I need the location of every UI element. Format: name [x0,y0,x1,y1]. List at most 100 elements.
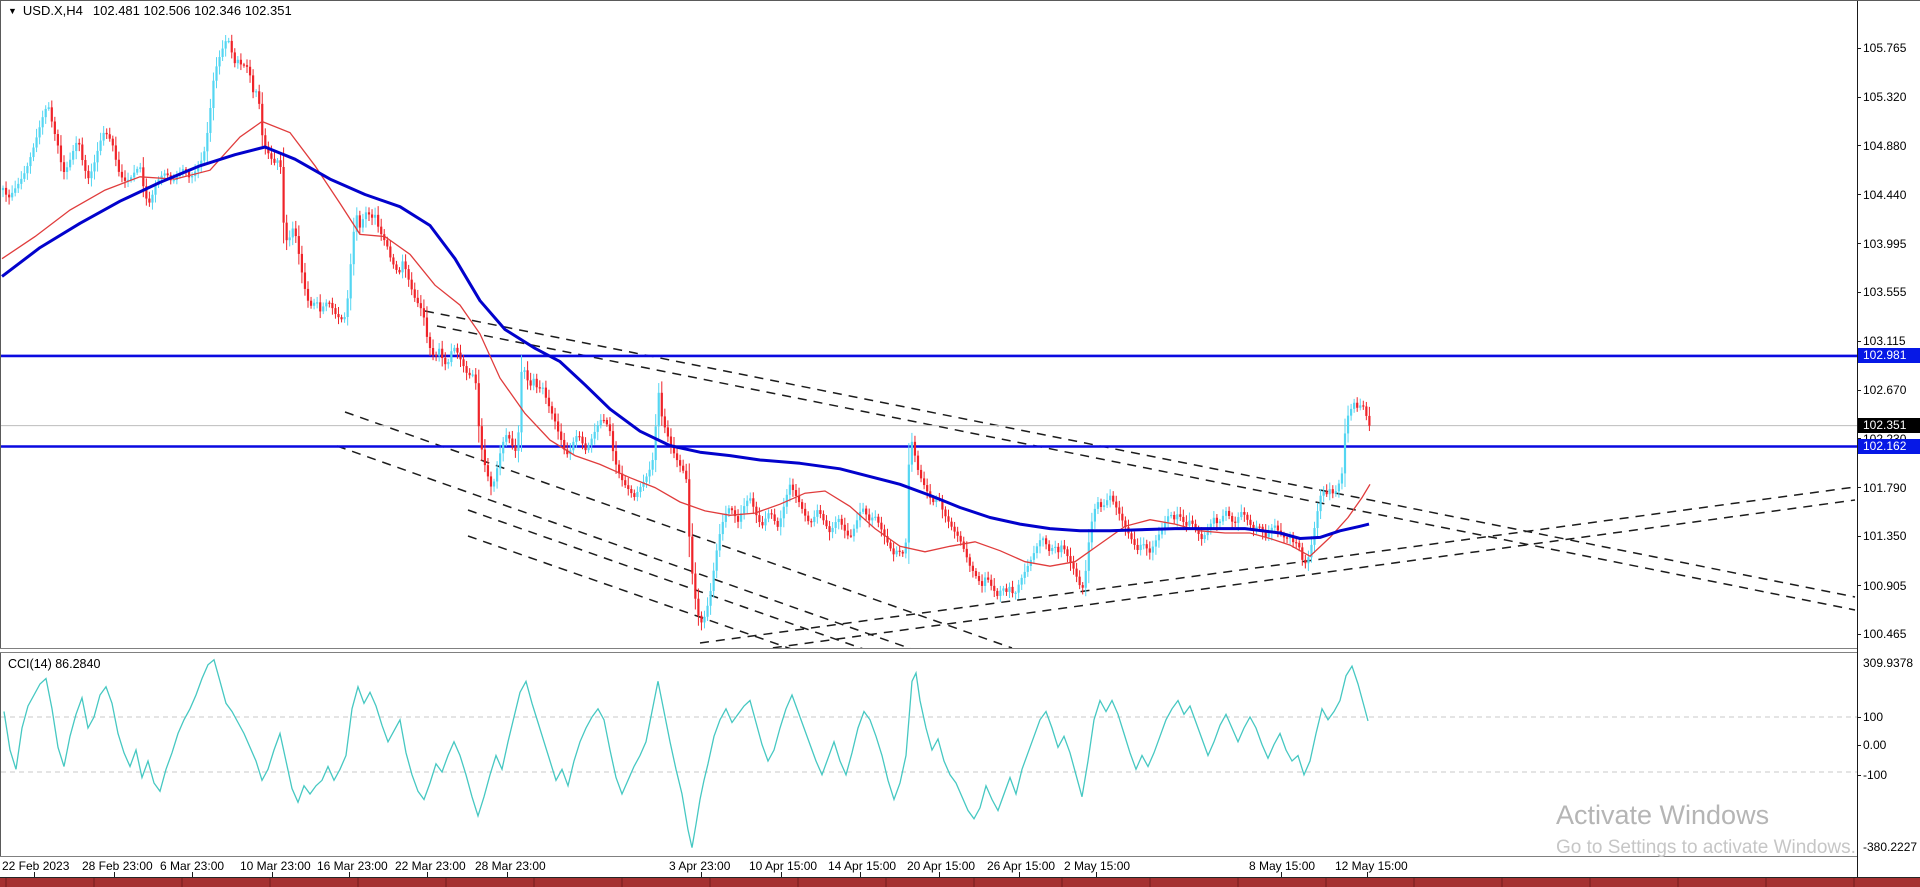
taskbar-segment-divider [1501,878,1503,887]
taskbar-segment-divider [357,878,359,887]
candle-body [980,581,984,586]
time-axis-label: 12 May 15:00 [1335,859,1408,873]
panel-divider[interactable] [0,648,1920,653]
candle-body [1295,542,1298,544]
candle-body [361,219,364,228]
candle-body [614,451,618,465]
time-axis-tick [427,872,428,877]
time-axis-tick [192,872,193,877]
taskbar-segment-divider [885,878,887,887]
candle-body [1167,516,1170,522]
candle-body [1292,535,1295,543]
dashed-trendline[interactable] [424,310,1856,598]
candle-body [480,426,483,450]
candle-body [41,117,44,128]
candle-body [425,317,429,337]
candle-body [1075,568,1078,577]
candle-body [136,168,139,173]
candle-body [553,413,557,422]
candle-body [105,132,108,135]
ohlc-quotes: 102.481 102.506 102.346 102.351 [92,3,292,18]
price-axis[interactable] [1857,1,1920,877]
candle-body [1069,556,1072,563]
candle-body [20,178,23,184]
candle-body [901,551,904,554]
cci-indicator-panel[interactable] [1,653,1857,856]
candle-body [910,441,913,465]
candle-body [35,137,38,148]
candle-body [1362,405,1365,407]
candle-body [1276,525,1279,531]
price-chart[interactable] [1,1,1857,648]
candle-body [72,151,75,160]
candle-body [261,103,264,136]
candle-body [593,431,596,439]
candle-body [297,236,300,254]
candle-body [133,172,136,178]
candle-body [712,570,715,591]
candle-body [1273,525,1276,528]
dashed-trendline[interactable] [757,499,1856,648]
candle-body [90,171,93,179]
candle-body [648,469,651,477]
candle-body [1038,540,1042,547]
candle-body [1328,489,1331,495]
candle-body [950,521,953,527]
candle-body [218,56,221,67]
dashed-trendline[interactable] [467,535,800,648]
candle-body [605,420,608,425]
candle-body [1124,520,1127,528]
dashed-trendline[interactable] [467,509,872,648]
candle-body [767,513,770,519]
candle-body [1246,514,1249,520]
candle-body [630,489,633,494]
ma-slow-line[interactable] [1,145,1370,540]
candle-body [1212,517,1215,524]
candle-body [608,424,612,432]
candle-body [1243,512,1246,515]
candle-body [1017,584,1020,593]
candle-body [511,438,514,447]
candle-body [1093,508,1096,522]
candle-body [877,516,880,523]
candle-body [1170,514,1173,517]
candle-body [328,302,331,304]
candle-body [804,508,807,516]
time-axis[interactable] [0,857,1920,877]
dashed-trendline[interactable] [699,486,1856,644]
candle-body [93,162,96,172]
candle-body [181,169,185,173]
candle-body [47,107,50,109]
candle-body [306,288,310,301]
candle-body [78,142,81,145]
dashed-trendline[interactable] [336,445,920,648]
taskbar-strip [0,877,1920,887]
candle-body [984,577,987,586]
candle-body [1188,520,1191,526]
candle-body [590,438,593,446]
candle-body [148,198,151,203]
candle-body [889,542,892,549]
candle-body [700,615,703,623]
candle-body [358,215,361,228]
candle-body [1014,592,1017,594]
panel-border [0,856,1920,857]
candle-body [1282,534,1286,538]
candle-body [871,517,874,521]
candle-body [230,40,233,53]
candle-body [508,435,511,439]
candle-body [526,370,529,381]
candle-body [1179,514,1182,517]
candle-body [596,425,599,432]
dashed-trendline[interactable] [436,325,1856,611]
candle-body [1258,526,1261,528]
candle-body [566,449,569,455]
candle-body [65,167,69,172]
taskbar-segment-divider [709,878,711,887]
ma-fast-line[interactable] [1,120,1371,567]
dashed-trendline[interactable] [344,411,1013,648]
candle-body [810,521,813,523]
candle-body [438,348,441,356]
symbol-dropdown-icon[interactable]: ▼ [8,6,17,16]
candle-body [584,443,587,451]
